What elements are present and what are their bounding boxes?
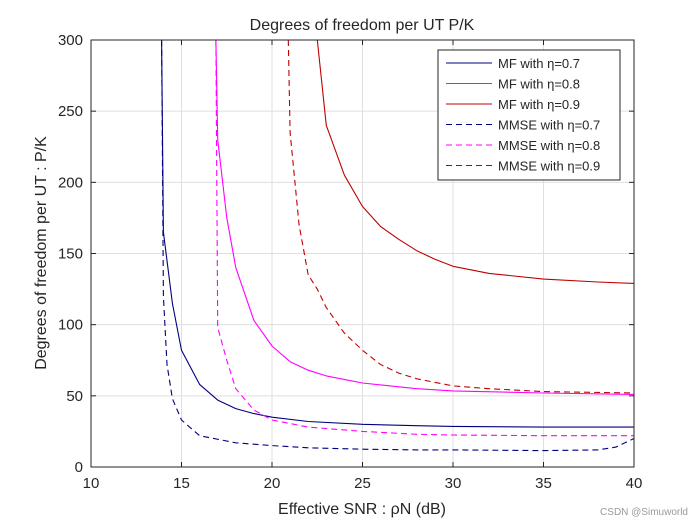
axis-ticks: 10 15 20 25 30 35 40 0 50 100 150 200 250 300 [58, 32, 642, 492]
y-tick-label: 300 [58, 32, 83, 49]
legend-entries: MF with η=0.7 MF with η=0.8 MF with η=0.9 M… [446, 56, 600, 174]
legend-label-1: MF with η=0.7 [498, 56, 580, 71]
legend-box [437, 49, 621, 181]
legend-label-4: MMSE with η=0.7 [498, 118, 600, 133]
y-tick-label: 150 [58, 246, 83, 263]
series-line-5 [215, 39, 634, 437]
x-tick-label: 40 [626, 475, 643, 492]
y-tick-label: 100 [58, 317, 83, 334]
legend: MF with η=0.7 MF with η=0.8 MF with η=0.9 M… [437, 49, 621, 181]
legend-label-5: MMSE with η=0.8 [498, 138, 600, 153]
y-tick-label: 200 [58, 174, 83, 191]
series-line-4 [161, 39, 635, 452]
series-line-2 [215, 39, 635, 395]
legend-label-2: MF with η=0.8 [498, 77, 580, 92]
y-tick-label: 50 [66, 388, 83, 405]
series-line-1 [161, 39, 634, 428]
legend-label-6: MMSE with η=0.9 [498, 159, 600, 174]
series-layer [161, 39, 635, 452]
x-axis-label: Effective SNR : ρN (dB) [278, 501, 446, 518]
watermark-text: CSDN @Simuworld [600, 507, 688, 518]
x-tick-label: 15 [173, 475, 190, 492]
legend-label-3: MF with η=0.9 [498, 97, 580, 112]
series-line-6 [287, 39, 635, 394]
y-tick-label: 250 [58, 103, 83, 120]
series-line-3 [316, 39, 635, 284]
chart-title: Degrees of freedom per UT P/K [250, 17, 475, 34]
x-tick-label: 35 [535, 475, 552, 492]
y-axis-label: Degrees of freedom per UT : P/K [33, 136, 50, 370]
x-tick-label: 20 [264, 475, 281, 492]
y-tick-label: 0 [75, 459, 83, 476]
x-tick-label: 10 [83, 475, 100, 492]
x-tick-label: 30 [445, 475, 462, 492]
x-tick-label: 25 [354, 475, 371, 492]
